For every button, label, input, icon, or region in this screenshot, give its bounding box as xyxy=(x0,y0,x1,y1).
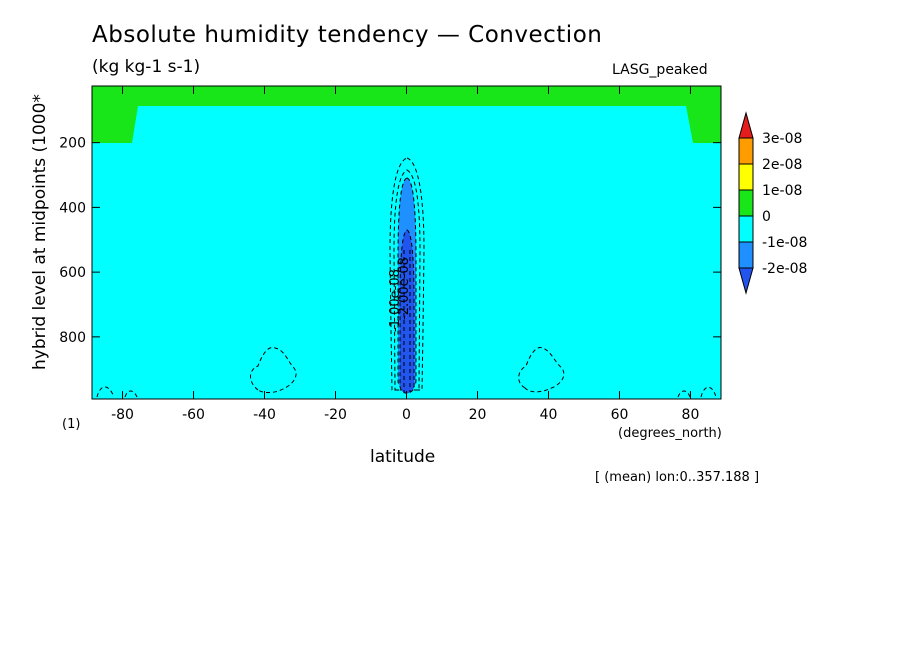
colorbar: 3e-08 2e-08 1e-08 0 -1e-08 -2e-08 xyxy=(738,111,807,295)
contour-edge-se xyxy=(700,386,717,398)
contour-label-1: -1.00e-08 xyxy=(388,269,403,332)
region-green-band xyxy=(92,86,721,143)
contour-blob-north xyxy=(518,346,565,393)
colorbar-label: 1e-08 xyxy=(762,183,802,199)
x-tick-label: -80 xyxy=(111,407,134,423)
x-tick-label: 80 xyxy=(682,407,700,423)
source-label: LASG_peaked xyxy=(612,62,708,78)
y-tick-label: 200 xyxy=(59,136,86,152)
x-axis-label: latitude xyxy=(370,447,436,467)
contour-edge-se2 xyxy=(677,390,691,398)
x-axis-units: (degrees_north) xyxy=(618,426,722,441)
colorbar-swatch xyxy=(738,163,754,191)
colorbar-label: -2e-08 xyxy=(762,261,807,277)
colorbar-swatch xyxy=(738,241,754,269)
y-tick-label: 800 xyxy=(59,330,86,346)
x-tick-label: 40 xyxy=(540,407,558,423)
x-tick-label: 0 xyxy=(402,407,411,423)
colorbar-label: 0 xyxy=(762,209,771,225)
plot-area: -1.00e-08 -2.00e-08 xyxy=(91,85,722,400)
y-axis-extra-label: (1) xyxy=(62,417,81,432)
colorbar-swatch-under xyxy=(738,267,754,295)
contour-outer xyxy=(389,157,425,391)
colorbar-label: 2e-08 xyxy=(762,157,802,173)
contour-edge-sw xyxy=(96,386,115,398)
colorbar-swatch xyxy=(738,215,754,243)
x-tick-label: -60 xyxy=(182,407,205,423)
footer-note: [ (mean) lon:0..357.188 ] xyxy=(595,470,760,485)
x-tick-label: -20 xyxy=(324,407,347,423)
colorbar-label: 3e-08 xyxy=(762,131,802,147)
y-tick-label: 600 xyxy=(59,265,86,281)
colorbar-swatch xyxy=(738,189,754,217)
x-tick-label: 60 xyxy=(611,407,629,423)
chart-title: Absolute humidity tendency — Convection xyxy=(92,22,603,48)
x-axis: -80 -60 -40 -20 0 20 40 60 80 xyxy=(111,86,699,423)
x-tick-label: 20 xyxy=(469,407,487,423)
contour-edge-sw2 xyxy=(124,390,138,398)
x-tick-label: -40 xyxy=(253,407,276,423)
colorbar-swatch-over xyxy=(738,111,754,139)
colorbar-label: -1e-08 xyxy=(762,235,807,251)
colorbar-swatch xyxy=(738,137,754,165)
y-tick-label: 400 xyxy=(59,200,86,216)
y-axis: 200 400 600 800 xyxy=(59,136,721,346)
contour-label-2: -2.00e-08 xyxy=(397,257,412,320)
contour-blob-south xyxy=(250,346,297,393)
units-label: (kg kg-1 s-1) xyxy=(92,57,201,77)
